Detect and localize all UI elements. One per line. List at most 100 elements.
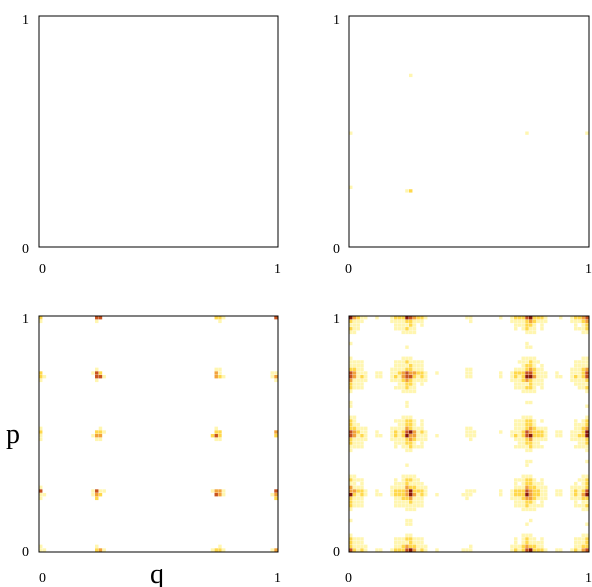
heatmap-cell [409, 327, 413, 331]
heatmap-cell [574, 540, 578, 545]
heatmap-cell [401, 330, 405, 335]
heatmap-cell [412, 422, 417, 427]
heatmap-cell [521, 375, 525, 379]
heatmap-cell [409, 500, 413, 504]
heatmap-cell [525, 363, 529, 368]
heatmap-cell [521, 548, 525, 552]
heatmap-cell [581, 496, 585, 501]
heatmap-cell [536, 548, 540, 552]
heatmap-cell [521, 504, 525, 508]
heatmap-cell [405, 485, 409, 490]
heatmap-cell [397, 327, 402, 331]
heatmap-cell [360, 500, 364, 504]
heatmap-cell [525, 330, 529, 335]
heatmap-cell [409, 73, 413, 78]
heatmap-cell [540, 489, 544, 493]
heatmap-cell [401, 415, 405, 419]
heatmap-cell [581, 500, 585, 504]
heatmap-cell [356, 378, 360, 383]
heatmap-cell [390, 434, 394, 438]
heatmap-cell [521, 356, 525, 360]
heatmap-cell [401, 323, 405, 327]
heatmap-cell [585, 316, 589, 320]
heatmap-cell [581, 378, 585, 383]
heatmap-cell [349, 378, 353, 383]
heatmap-cell [412, 507, 417, 512]
heatmap-cell [210, 489, 215, 493]
heatmap-cell [544, 371, 548, 375]
heatmap-cell [401, 382, 405, 386]
heatmap-cell [349, 437, 353, 442]
heatmap-cell [529, 363, 533, 368]
heatmap-cell [514, 437, 518, 442]
heatmap-cell [401, 434, 405, 438]
heatmap-cell [574, 316, 578, 320]
heatmap-cell [585, 378, 589, 383]
heatmap-cell [356, 493, 360, 497]
heatmap-cell [585, 485, 589, 490]
heatmap-cell [570, 548, 574, 552]
heatmap-cell [532, 493, 537, 497]
heatmap-cell [364, 493, 368, 497]
heatmap-cell [91, 434, 95, 438]
heatmap-cell [412, 437, 417, 442]
heatmap-cell [397, 382, 402, 386]
heatmap-cell [521, 360, 525, 364]
heatmap-cell [416, 504, 420, 508]
heatmap-cell [525, 389, 529, 394]
heatmap-cell [544, 316, 548, 320]
heatmap-cell [412, 474, 417, 478]
heatmap-cell [529, 375, 533, 379]
heatmap-cell [544, 485, 548, 490]
heatmap-cell [525, 485, 529, 490]
heatmap-cell [274, 489, 278, 493]
heatmap-cell [514, 504, 518, 508]
heatmap-cell [412, 478, 417, 482]
y-tick-top-top-left: 1 [22, 13, 29, 28]
heatmap-cell [536, 375, 540, 379]
heatmap-cell [390, 489, 394, 493]
heatmap-cell [532, 496, 537, 501]
heatmap-cell [514, 500, 518, 504]
heatmap-cell [397, 437, 402, 442]
heatmap-cell [405, 404, 409, 408]
heatmap-cell [409, 422, 413, 427]
heatmap-cell [397, 422, 402, 427]
heatmap-cell [218, 319, 222, 324]
heatmap-cell [95, 371, 99, 375]
heatmap-cell [521, 319, 525, 324]
heatmap-cell [517, 323, 522, 327]
heatmap-cell [405, 481, 409, 486]
heatmap-cell [577, 426, 582, 431]
heatmap-cell [469, 316, 473, 320]
heatmap-cell [360, 437, 364, 442]
heatmap-cell [409, 382, 413, 386]
heatmap-cell [510, 371, 514, 375]
heatmap-cell [559, 375, 563, 379]
heatmap-cell [356, 323, 360, 327]
y-tick-bottom-bottom-left: 0 [22, 545, 29, 560]
heatmap-cell [525, 437, 529, 442]
heatmap-cell [469, 544, 473, 549]
heatmap-cell [525, 533, 529, 537]
heatmap-cell [401, 319, 405, 324]
heatmap-cell [581, 371, 585, 375]
heatmap-cell [536, 481, 540, 486]
heatmap-cell [540, 434, 544, 438]
heatmap-cell [416, 426, 420, 431]
heatmap-cell [420, 319, 424, 324]
heatmap-cell [95, 489, 99, 493]
heatmap-cell [532, 323, 537, 327]
heatmap-cell [521, 441, 525, 445]
heatmap-cell [570, 319, 574, 324]
heatmap-cell [574, 496, 578, 501]
heatmap-cell [521, 481, 525, 486]
heatmap-cell [420, 540, 424, 545]
heatmap-cell [394, 537, 398, 541]
heatmap-cell [514, 386, 518, 390]
heatmap-cell [540, 544, 544, 549]
heatmap-cell [412, 382, 417, 386]
heatmap-cell [274, 375, 278, 379]
heatmap-cell [521, 537, 525, 541]
heatmap-cell [574, 500, 578, 504]
